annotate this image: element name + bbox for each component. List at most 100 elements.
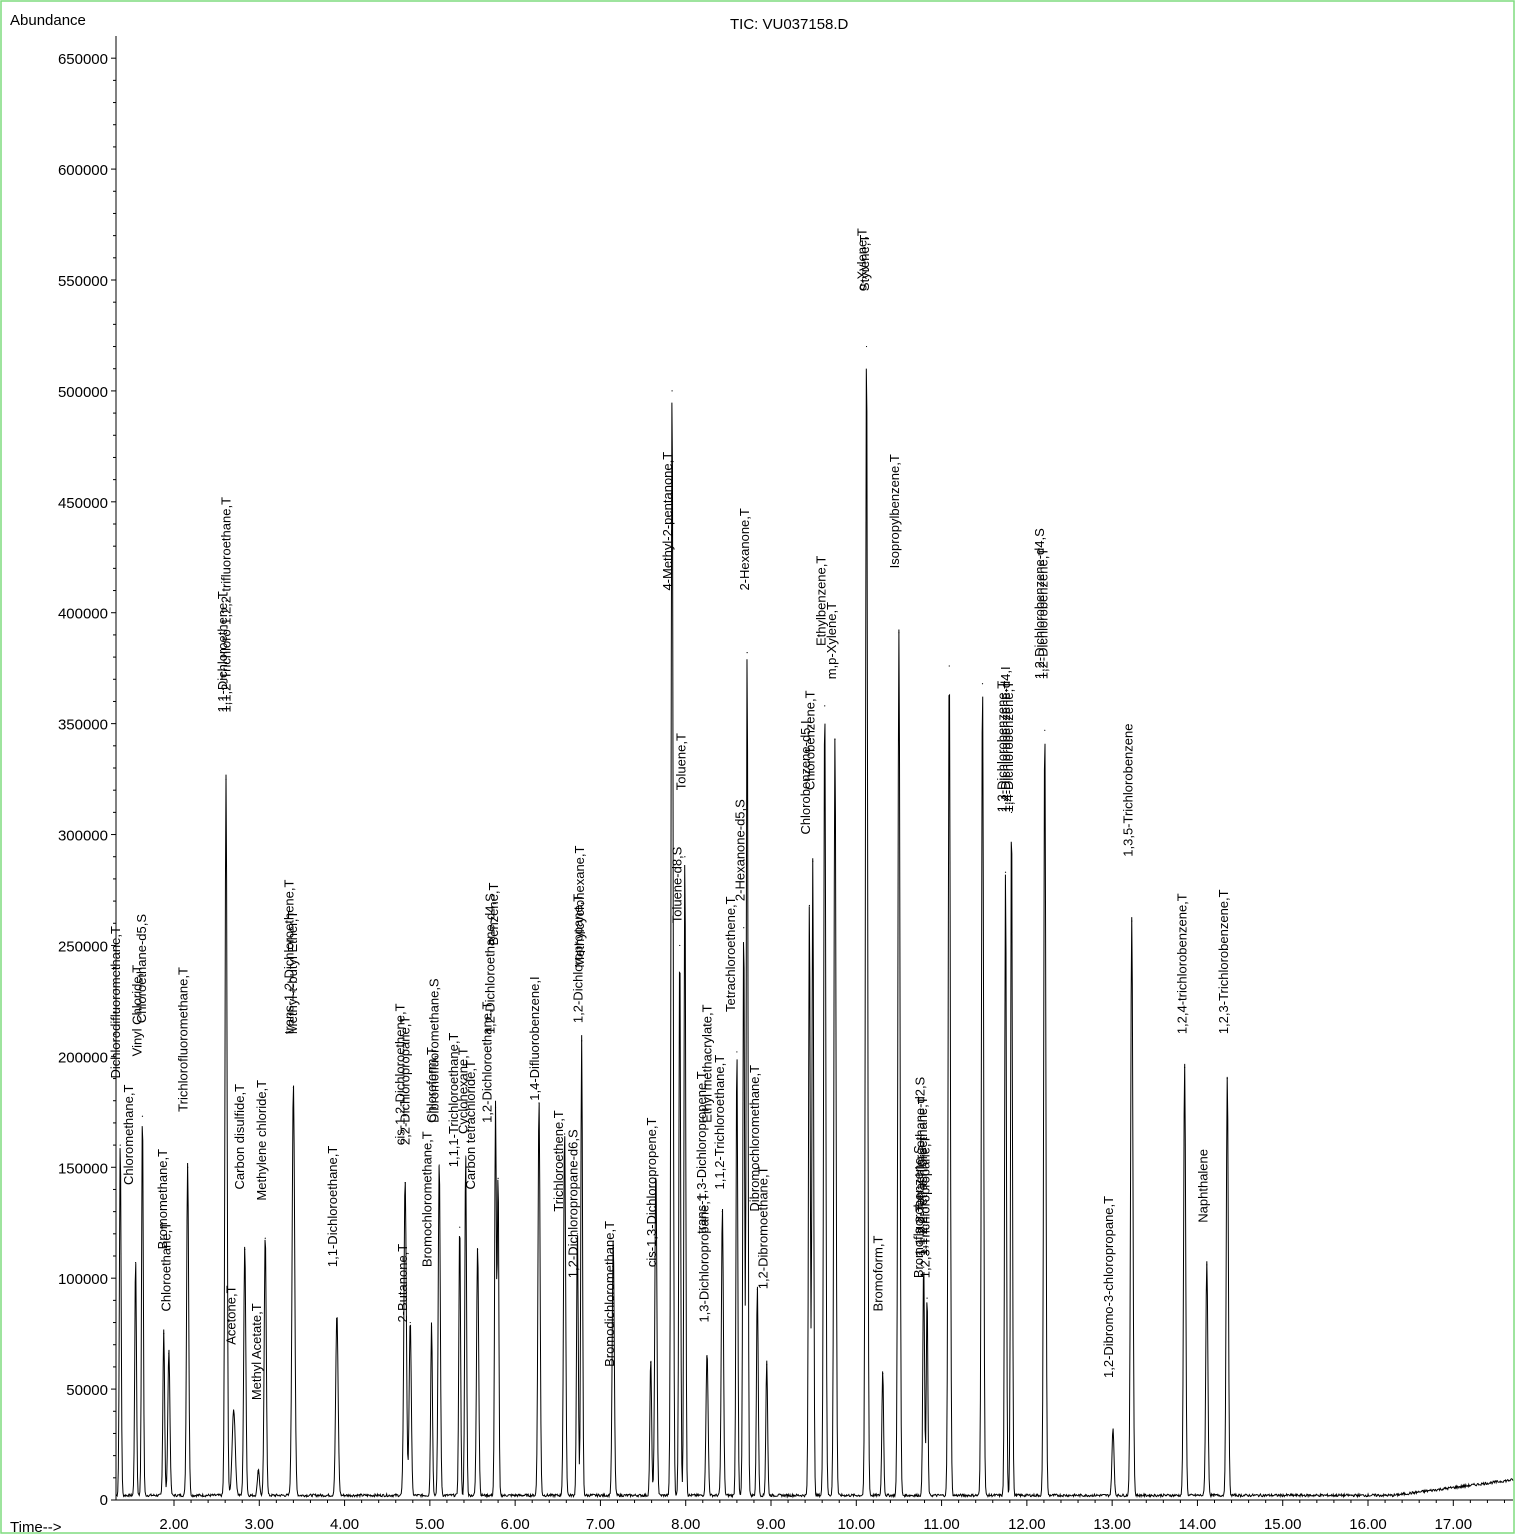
peak-apex: [576, 1233, 579, 1235]
peak-label: Styrene,T: [857, 235, 872, 291]
peak-label: Carbon disulfide,T: [232, 1084, 247, 1190]
peak-label: 1,1,2-Trichloro-1,2,2-trifluoroethane,T: [218, 497, 233, 713]
peak-apex: [494, 1106, 497, 1108]
peak-apex: [834, 738, 836, 740]
peak-label: Chloroethane,T: [159, 1222, 174, 1312]
peak-label: Bromomethane,T: [155, 1149, 170, 1249]
peak-label: Acetone,T: [223, 1285, 238, 1344]
y-tick-label: 0: [100, 1492, 108, 1509]
y-tick-label: 100000: [58, 1271, 108, 1288]
peak-apex: [168, 1353, 170, 1355]
x-tick-label: 16.00: [1349, 1516, 1387, 1533]
peak-apex: [135, 1262, 137, 1264]
peak-apex: [721, 1211, 723, 1213]
x-tick-label: 2.00: [159, 1516, 188, 1533]
peak-apex: [736, 1051, 738, 1053]
peak-label: 1,1,2-Trichloroethane,T: [712, 1055, 727, 1190]
y-tick-label: 350000: [58, 717, 108, 734]
peak-apex: [292, 1086, 294, 1089]
peak-label: o-Xylene,T: [855, 228, 870, 291]
chart-title: TIC: VU037158.D: [730, 16, 849, 33]
y-tick-label: 450000: [58, 495, 108, 512]
peak-apex: [926, 1297, 928, 1299]
peak-apex: [163, 1333, 165, 1335]
peak-label: 1,2-Dichloropropane-d6,S: [565, 1129, 580, 1278]
peak-apex: [477, 1248, 479, 1250]
peak-label: Toluene-d8,S: [669, 846, 684, 923]
peak-label: Chloroform,T: [424, 1047, 439, 1123]
peak-apex: [1184, 1066, 1186, 1069]
peak-apex: [257, 1472, 260, 1474]
axes: 0 50000 100000 150000 200000 250000 300000 3500…: [58, 36, 1513, 1533]
x-tick-label: 9.00: [756, 1516, 785, 1533]
peak-apex: [1112, 1432, 1114, 1435]
peak-apex: [564, 1133, 566, 1135]
peak-apex: [409, 1321, 411, 1324]
peak-label: 1,2-Dichloroethane,T: [479, 1001, 494, 1122]
peak-label: 1,2-Dibromoethane,T: [756, 1166, 771, 1289]
y-tick-label: 250000: [58, 938, 108, 955]
peak-label: Chlorobenzene,T: [803, 690, 818, 790]
x-axis-title: Time-->: [10, 1519, 62, 1534]
x-tick-label: 8.00: [671, 1516, 700, 1533]
peak-apex: [1206, 1264, 1208, 1266]
x-tick-label: 13.00: [1093, 1516, 1131, 1533]
peak-apex: [824, 705, 826, 707]
peak-apex: [756, 1288, 758, 1290]
peak-label: Ethyl methacrylate,T: [699, 1004, 714, 1123]
peak-label: Trichloroethene,T: [551, 1110, 566, 1211]
peak-apex: [1226, 1077, 1228, 1080]
peak-label: 1,4-Dichlorobenzene,T: [1001, 681, 1016, 813]
peak-apex: [743, 927, 745, 929]
peak-label: Methylcyclohexane,T: [572, 845, 587, 967]
peak-label: 1,2-Dichlorobenzene-d4,S: [1032, 528, 1047, 679]
y-tick-label: 200000: [58, 1049, 108, 1066]
peak-label: Chloromethane,T: [121, 1085, 136, 1185]
peak-label: Naphthalene: [1196, 1149, 1211, 1223]
y-tick-label: 400000: [58, 606, 108, 623]
peak-label: Vinyl Chloride,T: [130, 965, 145, 1057]
peak-apex: [684, 856, 686, 858]
peak-label: m,p-Xylene,T: [824, 602, 839, 679]
peak-apex: [233, 1412, 235, 1415]
peak-apex: [808, 904, 810, 907]
peak-label: cis-1,2-Dichloroethene,T: [392, 1003, 407, 1145]
peak-label: Methylene chloride,T: [254, 1080, 269, 1201]
peak-apex: [119, 1144, 121, 1146]
peak-label: 4-Methyl-2-pentanone,T: [660, 452, 675, 591]
peak-apex: [336, 1317, 338, 1319]
y-tick-label: 50000: [66, 1382, 108, 1399]
peak-label: 2-Hexanone-d5,S: [733, 799, 748, 901]
peak-apex: [465, 1155, 467, 1157]
peak-apex: [430, 1326, 433, 1328]
peak-label: Methyl-t-butyl Ether,T: [285, 911, 300, 1035]
peak-label: Bromochloromethane,T: [420, 1131, 435, 1267]
x-tick-label: 6.00: [501, 1516, 530, 1533]
peak-apex: [244, 1248, 246, 1250]
y-tick-label: 600000: [58, 162, 108, 179]
x-tick-label: 7.00: [586, 1516, 615, 1533]
peak-apex: [141, 1115, 144, 1117]
peak-label: Bromodichloromethane,T: [602, 1221, 617, 1367]
peak-label: cis-1,3-Dichloropropene,T: [644, 1117, 659, 1267]
peak-apex: [264, 1237, 266, 1239]
peak-label: 1,1-Dichloroethane,T: [325, 1146, 340, 1267]
peak-apex: [187, 1166, 189, 1168]
peak-apex: [882, 1372, 884, 1375]
tic-trace-line: [115, 368, 1514, 1499]
x-tick-label: 14.00: [1179, 1516, 1217, 1533]
peak-apex: [225, 778, 227, 780]
peak-apex: [865, 345, 868, 348]
trace-layer: [115, 345, 1514, 1499]
peak-label: trans-1,2-Dichloroethene,T: [281, 879, 296, 1034]
x-tick-label: 11.00: [923, 1516, 959, 1533]
peak-label: Dichlorodifluoromethane,T: [108, 926, 123, 1079]
peak-apex: [1131, 920, 1133, 922]
peak-label: 2-Hexanone,T: [737, 508, 752, 590]
x-tick-label: 5.00: [415, 1516, 444, 1533]
peak-apex: [650, 1361, 652, 1364]
peak-label: 1,1,2,2-Tetrachloroethane-d2,S: [913, 1076, 928, 1256]
x-tick-label: 15.00: [1264, 1516, 1302, 1533]
y-tick-label: 500000: [58, 384, 108, 401]
